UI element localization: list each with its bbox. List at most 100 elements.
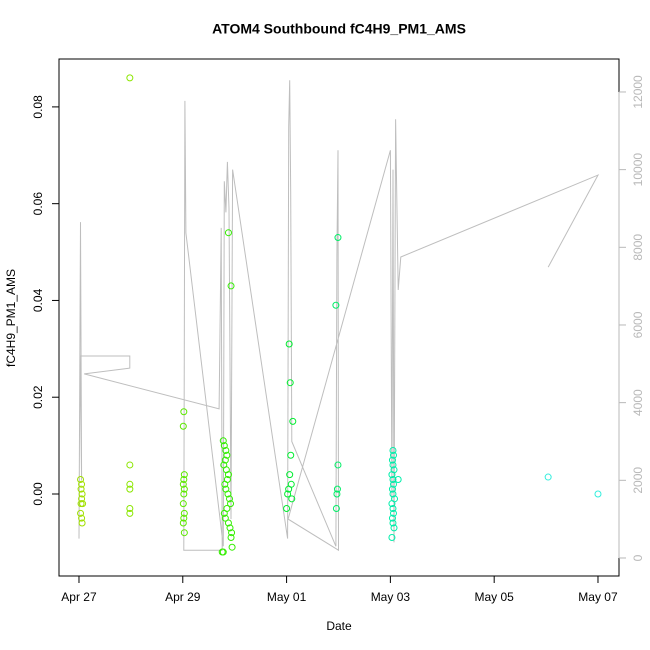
point	[77, 500, 85, 508]
point	[126, 485, 134, 493]
point	[227, 534, 235, 542]
point	[228, 543, 236, 551]
point	[223, 451, 231, 459]
y2-tick-label: 0	[631, 554, 645, 561]
point	[389, 475, 397, 483]
point	[388, 514, 396, 522]
point	[180, 490, 188, 498]
point	[78, 514, 86, 522]
x-tick-label: Apr 29	[165, 590, 201, 604]
point	[78, 480, 86, 488]
point	[389, 490, 397, 498]
point	[286, 379, 294, 387]
point	[78, 519, 86, 527]
y-tick-label: 0.00	[31, 482, 45, 506]
point	[332, 301, 340, 309]
point	[388, 485, 396, 493]
point	[334, 234, 342, 242]
point	[220, 509, 228, 517]
point	[288, 495, 296, 503]
point	[333, 490, 341, 498]
y-tick-label: 0.04	[31, 288, 45, 312]
point	[388, 500, 396, 508]
point	[221, 514, 229, 522]
y-tick-label: 0.08	[31, 95, 45, 119]
point	[78, 495, 86, 503]
y2-tick-label: 8000	[631, 234, 645, 261]
point	[388, 534, 396, 542]
point	[180, 475, 188, 483]
plot-box	[58, 58, 620, 577]
point	[219, 548, 227, 556]
point	[227, 282, 235, 290]
x-tick-label: Apr 27	[61, 590, 97, 604]
point	[77, 485, 85, 493]
point	[126, 480, 134, 488]
point	[332, 505, 340, 513]
secondary-line	[78, 80, 600, 552]
point	[180, 408, 188, 416]
point	[389, 480, 397, 488]
point	[126, 461, 134, 469]
point	[388, 471, 396, 479]
point	[180, 485, 188, 493]
point	[226, 524, 234, 532]
y2-tick-label: 6000	[631, 311, 645, 338]
chart-title: ATOM4 Southbound fC4H9_PM1_AMS	[212, 21, 466, 37]
y2-tick-label: 10000	[631, 153, 645, 187]
y2-tick-label: 4000	[631, 389, 645, 416]
point	[77, 509, 85, 517]
point	[390, 524, 398, 532]
point	[221, 456, 229, 464]
y-axis-label: fC4H9_PM1_AMS	[4, 269, 18, 367]
point	[179, 519, 187, 527]
x-tick-label: May 05	[475, 590, 515, 604]
point	[228, 529, 236, 537]
y2-tick-label: 12000	[631, 75, 645, 109]
point	[285, 340, 293, 348]
point	[180, 471, 188, 479]
point	[389, 461, 397, 469]
point	[389, 451, 397, 459]
point	[283, 505, 291, 513]
point	[389, 519, 397, 527]
x-tick-label: May 01	[267, 590, 307, 604]
x-axis-label: Date	[326, 619, 352, 633]
point	[225, 495, 233, 503]
point	[222, 446, 230, 454]
point	[77, 475, 85, 483]
point	[126, 505, 134, 513]
point	[389, 509, 397, 517]
point	[179, 500, 187, 508]
point	[389, 446, 397, 454]
x-tick-label: May 03	[371, 590, 411, 604]
point	[289, 417, 297, 425]
point	[389, 505, 397, 513]
point	[334, 461, 342, 469]
point	[179, 480, 187, 488]
point	[227, 500, 235, 508]
point	[224, 490, 232, 498]
point	[388, 456, 396, 464]
point	[220, 442, 228, 450]
point	[219, 437, 227, 445]
point	[594, 490, 602, 498]
point	[284, 490, 292, 498]
point	[224, 471, 232, 479]
point	[180, 509, 188, 517]
point	[180, 529, 188, 537]
point	[126, 74, 134, 82]
point	[78, 490, 86, 498]
point	[224, 229, 232, 237]
point	[180, 514, 188, 522]
point	[224, 519, 232, 527]
y2-tick-label: 2000	[631, 467, 645, 494]
point	[126, 509, 134, 517]
point	[286, 471, 294, 479]
y-tick-label: 0.06	[31, 192, 45, 216]
point	[221, 480, 229, 488]
y-tick-label: 0.02	[31, 385, 45, 409]
point	[179, 422, 187, 430]
